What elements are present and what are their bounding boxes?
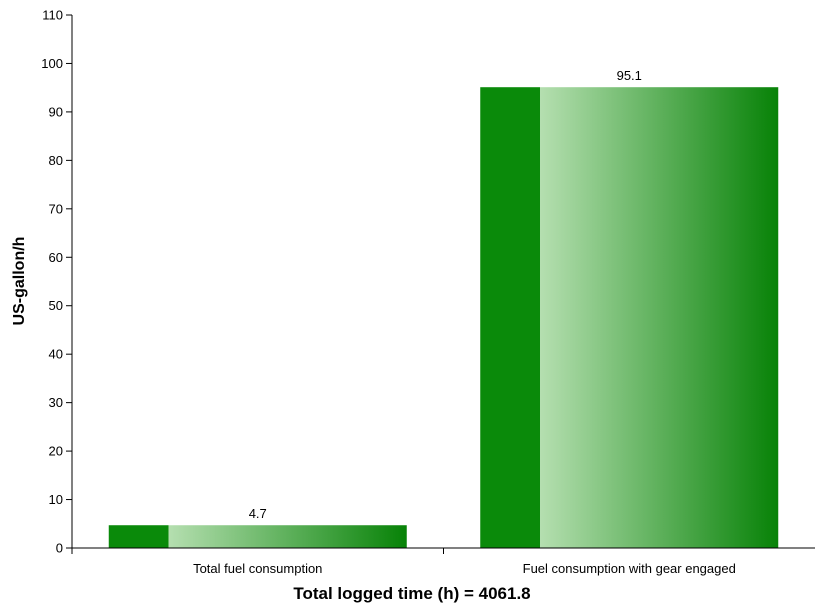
y-tick-label: 90 bbox=[49, 104, 63, 119]
y-tick-label: 60 bbox=[49, 250, 63, 265]
x-tick-label: Fuel consumption with gear engaged bbox=[523, 561, 736, 576]
y-tick-label: 110 bbox=[42, 8, 63, 23]
y-tick-label: 30 bbox=[49, 395, 63, 410]
x-axis-title: Total logged time (h) = 4061.8 bbox=[293, 584, 530, 603]
y-axis-title: US-gallon/h bbox=[11, 237, 28, 326]
bar-1 bbox=[480, 87, 779, 549]
x-axis-ticks: Total fuel consumption Fuel consumption w… bbox=[71, 548, 736, 576]
bars bbox=[108, 87, 779, 549]
y-tick-label: 70 bbox=[49, 201, 63, 216]
y-axis-ticks: 0 10 20 30 40 50 60 70 80 90 100 110 bbox=[41, 8, 72, 556]
y-tick-label: 10 bbox=[49, 492, 63, 507]
y-tick-label: 50 bbox=[49, 298, 63, 313]
y-tick-label: 20 bbox=[49, 444, 63, 459]
x-tick-label: Total fuel consumption bbox=[193, 561, 322, 576]
bar-value-label: 4.7 bbox=[249, 506, 267, 521]
bar-0 bbox=[108, 525, 407, 548]
y-tick-label: 0 bbox=[56, 541, 63, 556]
bar-value-label: 95.1 bbox=[617, 68, 642, 83]
y-tick-label: 80 bbox=[49, 153, 63, 168]
y-tick-label: 40 bbox=[49, 347, 63, 362]
y-tick-label: 100 bbox=[41, 56, 63, 71]
data-labels: 4.7 95.1 bbox=[249, 68, 642, 521]
